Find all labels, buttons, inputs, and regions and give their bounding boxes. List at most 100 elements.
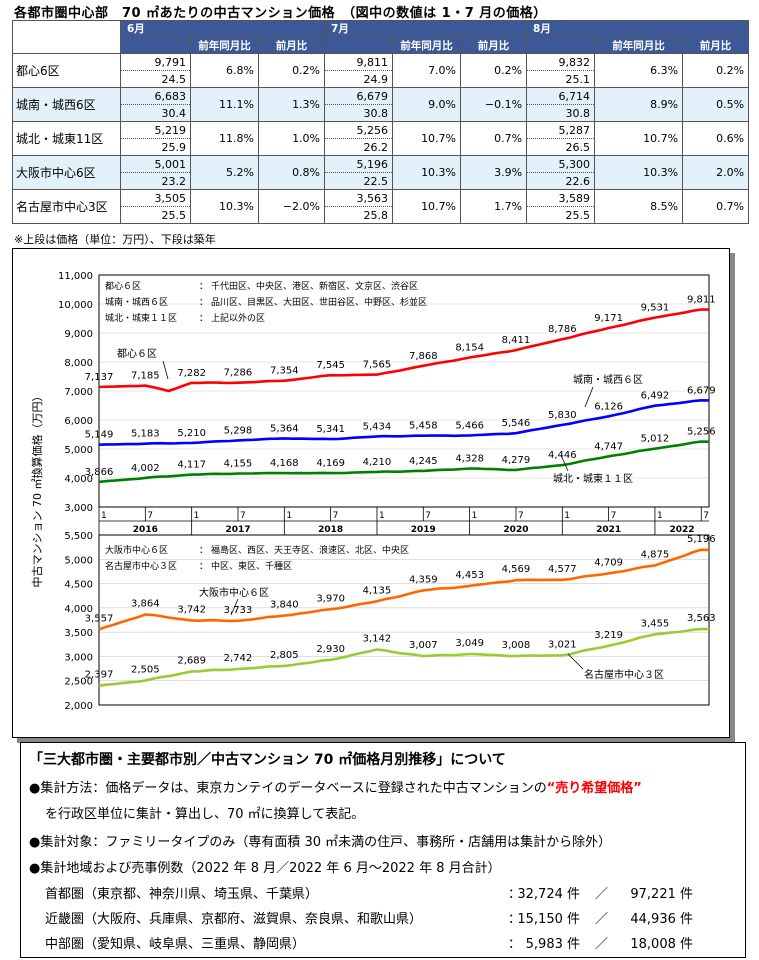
data-label: 6,492 <box>641 391 670 402</box>
data-label: 6,126 <box>594 401 623 412</box>
series-line-0-0 <box>98 308 710 393</box>
x-tick-label: 1 <box>657 511 663 521</box>
price-value: 3,563 <box>324 189 394 207</box>
data-label: 3,840 <box>270 600 299 611</box>
table-row-lower: 24.5 24.9 25.1 <box>13 70 749 88</box>
table-corner <box>12 20 121 54</box>
legend-colon: ： <box>199 546 208 556</box>
y-tick-label: 3,500 <box>64 628 93 639</box>
y-tick-label: 9,000 <box>64 329 93 340</box>
data-label: 2,742 <box>224 653 253 664</box>
y-axis-label: 中古マンション 70 ㎡換算価格（万円） <box>30 391 44 588</box>
bottom-plot-frame <box>98 534 710 706</box>
subhead-cell: 前年同月比 <box>190 36 259 54</box>
mom-value: 0.6% <box>682 121 750 156</box>
data-label: 5,183 <box>131 429 160 440</box>
info-box: 「三大都市圏・主要都市別／中古マンション 70 ㎡価格月別推移」について ●集計… <box>20 742 746 958</box>
yoy-value: 10.3% <box>190 189 259 224</box>
region-slash: ／ <box>595 912 609 927</box>
region-total-count: 18,008 件 <box>630 937 693 952</box>
price-value: 5,219 <box>120 121 191 139</box>
data-label: 5,434 <box>363 421 392 432</box>
row-name: 城南・城西6区 <box>12 87 121 122</box>
legend-areas: 品川区、目黒区、大田区、世田谷区、中野区、杉並区 <box>211 296 427 308</box>
line-chart: 中古マンション 70 ㎡換算価格（万円） 3,000 4,000 5,000 6,000… <box>30 271 716 712</box>
table-row: 名古屋市中心3区 3,505 10.3% −2.0% 3,563 10.7% 1.7% 3,5… <box>12 189 750 224</box>
age-value: 26.2 <box>324 138 394 156</box>
data-label: 4,359 <box>409 574 438 585</box>
age-value: 25.9 <box>120 138 191 156</box>
region-colon: ： <box>508 912 522 927</box>
legend-areas: 中区、東区、千種区 <box>211 560 292 572</box>
yoy-value: 9.0% <box>392 87 462 122</box>
y-tick-label: 4,000 <box>64 474 93 485</box>
data-label: 3,733 <box>224 605 253 616</box>
series-line-1-1 <box>98 627 710 687</box>
callout-line <box>584 386 594 408</box>
age-value: 22.5 <box>324 172 394 190</box>
info-target: ●集計対象：ファミリータイプのみ（専有面積 30 ㎡未満の住戸、事務所・店舗用は… <box>29 835 612 850</box>
mom-value: 0.2% <box>257 53 326 88</box>
data-label: 2,930 <box>316 644 345 655</box>
y-tick-label: 3,000 <box>64 652 93 663</box>
x-tick-label: 1 <box>564 511 570 521</box>
month-color-cell <box>324 36 394 54</box>
y-tick-label: 2,500 <box>64 677 93 688</box>
series-name-label: 都心６区 <box>117 348 157 360</box>
price-value: 5,196 <box>324 155 394 173</box>
table-header-months: 6月 7月 8月 <box>12 20 750 54</box>
data-label: 4,577 <box>548 564 577 575</box>
age-value: 24.5 <box>120 70 191 88</box>
y-tick-label: 3,000 <box>64 503 93 514</box>
price-value: 6,679 <box>324 87 394 105</box>
y-tick-label: 6,000 <box>64 416 93 427</box>
x-tick-label: 1 <box>286 511 292 521</box>
x-tick-label: 1 <box>472 511 478 521</box>
y-tick-label: 10,000 <box>58 300 93 311</box>
month-color-cell <box>526 36 596 54</box>
callout-line <box>560 454 569 472</box>
x-tick-label: 7 <box>333 511 339 521</box>
price-table: 6月 7月 8月 前年同月比 前月比 前年同月比 前月比 前年同月比 前月比 都心6区 9,791 6… <box>12 20 750 224</box>
data-label: 7,286 <box>224 368 253 379</box>
age-value: 26.5 <box>526 138 596 156</box>
table-row-lower: 25.5 25.8 25.5 <box>13 206 749 224</box>
table-row: 城北・城東11区 5,219 11.8% 1.0% 5,256 10.7% 0.7% 5,28… <box>12 121 750 156</box>
yoy-value: 10.7% <box>392 121 462 156</box>
legend-label: 大阪市中心６区 <box>105 544 168 556</box>
info-method-text: ●集計方法：価格データは、東京カンテイのデータベースに登録された中古マンションの <box>29 781 547 796</box>
x-tick-label: 1 <box>101 511 107 521</box>
series-name-label: 城北・城東１１区 <box>553 472 633 485</box>
price-value: 5,300 <box>526 155 596 173</box>
data-label: 8,411 <box>502 335 531 346</box>
subhead-cell: 前月比 <box>460 36 528 54</box>
y-tick-label: 5,000 <box>64 445 93 456</box>
price-value: 9,791 <box>120 53 191 71</box>
data-label: 9,811 <box>687 294 716 305</box>
age-value: 25.8 <box>324 206 394 224</box>
y-tick-label: 5,000 <box>64 555 93 566</box>
legend-label: 城南・城西６区 <box>105 296 168 308</box>
age-value: 22.6 <box>526 172 596 190</box>
row-name: 名古屋市中心3区 <box>12 189 121 224</box>
chart-box: 中古マンション 70 ㎡換算価格（万円） 3,000 4,000 5,000 6,000… <box>12 248 730 738</box>
row-name: 大阪市中心6区 <box>12 155 121 190</box>
x-tick-label: 7 <box>518 511 524 521</box>
data-label: 8,154 <box>455 343 484 354</box>
data-label: 3,866 <box>85 467 114 478</box>
data-label: 5,012 <box>641 434 670 445</box>
series-name-label: 大阪市中心６区 <box>199 586 269 599</box>
data-label: 4,245 <box>409 456 438 467</box>
yoy-value: 7.0% <box>392 53 462 88</box>
data-label: 5,149 <box>85 430 114 441</box>
year-label: 2021 <box>596 525 621 535</box>
legend-label: 名古屋市中心３区 <box>105 560 177 572</box>
yoy-value: 10.3% <box>594 155 684 190</box>
data-label: 9,531 <box>641 303 670 314</box>
year-label: 2016 <box>133 525 158 535</box>
mom-value: 3.9% <box>460 155 528 190</box>
age-value: 25.5 <box>526 206 596 224</box>
data-label: 4,155 <box>224 459 253 470</box>
data-label: 3,219 <box>594 630 623 641</box>
data-label: 2,397 <box>85 670 114 681</box>
